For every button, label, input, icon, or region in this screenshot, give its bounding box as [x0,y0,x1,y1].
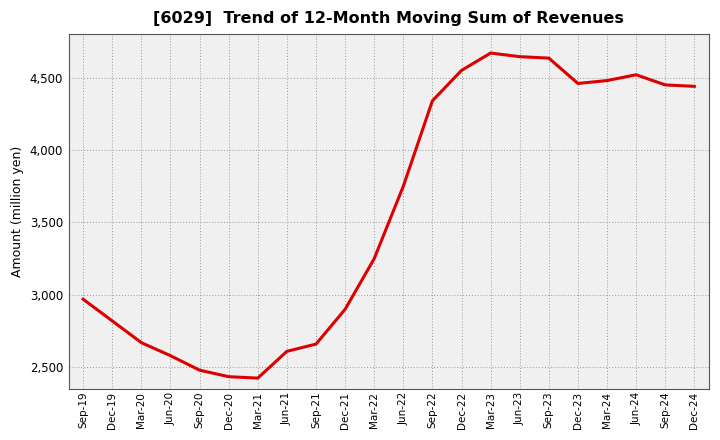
Y-axis label: Amount (million yen): Amount (million yen) [11,146,24,277]
Title: [6029]  Trend of 12-Month Moving Sum of Revenues: [6029] Trend of 12-Month Moving Sum of R… [153,11,624,26]
